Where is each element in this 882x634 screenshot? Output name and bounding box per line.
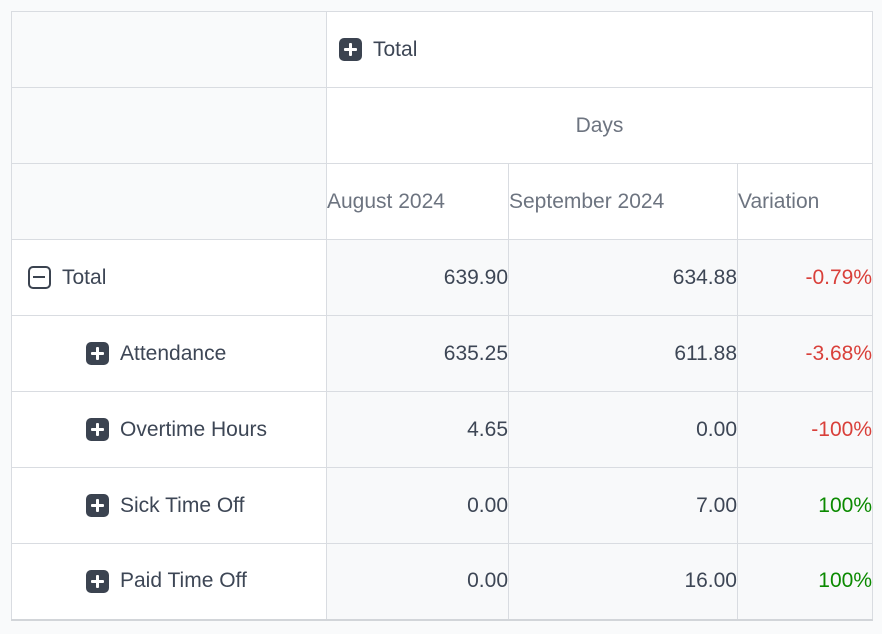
row-header-attendance[interactable]: Attendance [11,315,327,392]
plus-square-icon[interactable] [86,569,109,593]
pivot-table: Total Days August 2024 September 2024 Va… [11,11,873,621]
cell-paid-august: 0.00 [326,543,509,621]
row-label: Overtime Hours [120,417,268,441]
plus-square-icon[interactable] [339,38,362,61]
pivot-row-sick-time-off: Sick Time Off 0.00 7.00 100% [11,467,873,544]
plus-square-icon[interactable] [86,494,109,517]
row-label: Paid Time Off [120,569,247,593]
cell-sick-variation: 100% [737,467,873,544]
column-header-september-2024[interactable]: September 2024 [508,163,738,240]
cell-overtime-september: 0.00 [508,391,738,468]
minus-square-icon[interactable] [28,266,51,289]
row-header-overtime-hours[interactable]: Overtime Hours [11,391,327,468]
cell-sick-august: 0.00 [326,467,509,544]
cell-attendance-variation: -3.68% [737,315,873,392]
pivot-table-container: Total Days August 2024 September 2024 Va… [11,11,873,621]
cell-total-september: 634.88 [508,239,738,316]
pivot-row-attendance: Attendance 635.25 611.88 -3.68% [11,315,873,392]
measure-header-days: Days [326,87,873,164]
top-left-spacer [11,87,327,164]
row-label: Sick Time Off [120,493,245,517]
column-group-label: Total [373,37,418,61]
row-header-total[interactable]: Total [11,239,327,316]
cell-paid-september: 16.00 [508,543,738,621]
cell-attendance-august: 635.25 [326,315,509,392]
column-headers-row: August 2024 September 2024 Variation [11,163,873,240]
pivot-row-total: Total 639.90 634.88 -0.79% [11,239,873,316]
column-header-variation[interactable]: Variation [737,163,873,240]
row-label: Total [62,265,107,289]
column-header-august-2024[interactable]: August 2024 [326,163,509,240]
top-left-spacer [11,163,327,240]
cell-sick-september: 7.00 [508,467,738,544]
cell-attendance-september: 611.88 [508,315,738,392]
pivot-row-overtime-hours: Overtime Hours 4.65 0.00 -100% [11,391,873,468]
plus-square-icon[interactable] [86,342,109,365]
row-header-paid-time-off[interactable]: Paid Time Off [11,543,327,621]
row-header-sick-time-off[interactable]: Sick Time Off [11,467,327,544]
measure-header-row: Days [11,87,873,164]
cell-paid-variation: 100% [737,543,873,621]
column-group-header-total[interactable]: Total [326,11,873,88]
cell-total-august: 639.90 [326,239,509,316]
plus-square-icon[interactable] [86,418,109,441]
cell-total-variation: -0.79% [737,239,873,316]
column-group-header-row: Total [11,11,873,88]
cell-overtime-august: 4.65 [326,391,509,468]
pivot-row-paid-time-off: Paid Time Off 0.00 16.00 100% [11,543,873,621]
row-label: Attendance [120,341,227,365]
cell-overtime-variation: -100% [737,391,873,468]
top-left-spacer [11,11,327,88]
